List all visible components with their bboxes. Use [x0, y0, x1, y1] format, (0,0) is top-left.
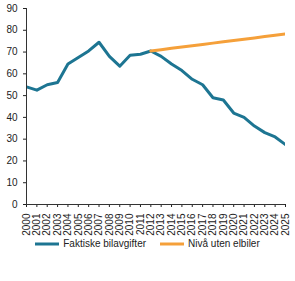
svg-text:2008: 2008 — [104, 213, 115, 236]
svg-text:80: 80 — [6, 24, 18, 35]
svg-text:2006: 2006 — [83, 213, 94, 236]
svg-text:2014: 2014 — [166, 213, 177, 236]
svg-text:2023: 2023 — [259, 213, 270, 236]
html-text:Faktiske bilavgifter: Faktiske bilavgifter — [63, 238, 146, 249]
svg-text:50: 50 — [6, 90, 18, 101]
svg-text:30: 30 — [6, 133, 18, 144]
svg-text:2001: 2001 — [31, 213, 42, 236]
svg-text:2017: 2017 — [197, 213, 208, 236]
svg-text:2025: 2025 — [280, 213, 291, 236]
svg-text:2013: 2013 — [155, 213, 166, 236]
svg-text:2021: 2021 — [238, 213, 249, 236]
svg-text:2020: 2020 — [228, 213, 239, 236]
svg-text:2015: 2015 — [176, 213, 187, 236]
svg-text:2003: 2003 — [52, 213, 63, 236]
svg-text:2005: 2005 — [73, 213, 84, 236]
svg-text:10: 10 — [6, 177, 18, 188]
svg-text:2019: 2019 — [218, 213, 229, 236]
svg-text:90: 90 — [6, 3, 18, 14]
svg-text:2018: 2018 — [207, 213, 218, 236]
svg-text:2024: 2024 — [269, 213, 280, 236]
svg-text:2010: 2010 — [124, 213, 135, 236]
svg-text:2007: 2007 — [93, 213, 104, 236]
svg-text:2002: 2002 — [41, 213, 52, 236]
html-text:Nivå uten elbiler: Nivå uten elbiler — [188, 238, 260, 249]
svg-text:2011: 2011 — [135, 213, 146, 235]
svg-text:2012: 2012 — [145, 213, 156, 236]
svg-text:60: 60 — [6, 68, 18, 79]
svg-text:0: 0 — [12, 199, 18, 210]
svg-text:2000: 2000 — [21, 213, 32, 236]
svg-text:2016: 2016 — [186, 213, 197, 236]
svg-text:40: 40 — [6, 112, 18, 123]
svg-text:2004: 2004 — [62, 213, 73, 236]
svg-text:70: 70 — [6, 46, 18, 57]
svg-text:2009: 2009 — [114, 213, 125, 236]
svg-text:20: 20 — [6, 155, 18, 166]
svg-text:2022: 2022 — [249, 213, 260, 236]
